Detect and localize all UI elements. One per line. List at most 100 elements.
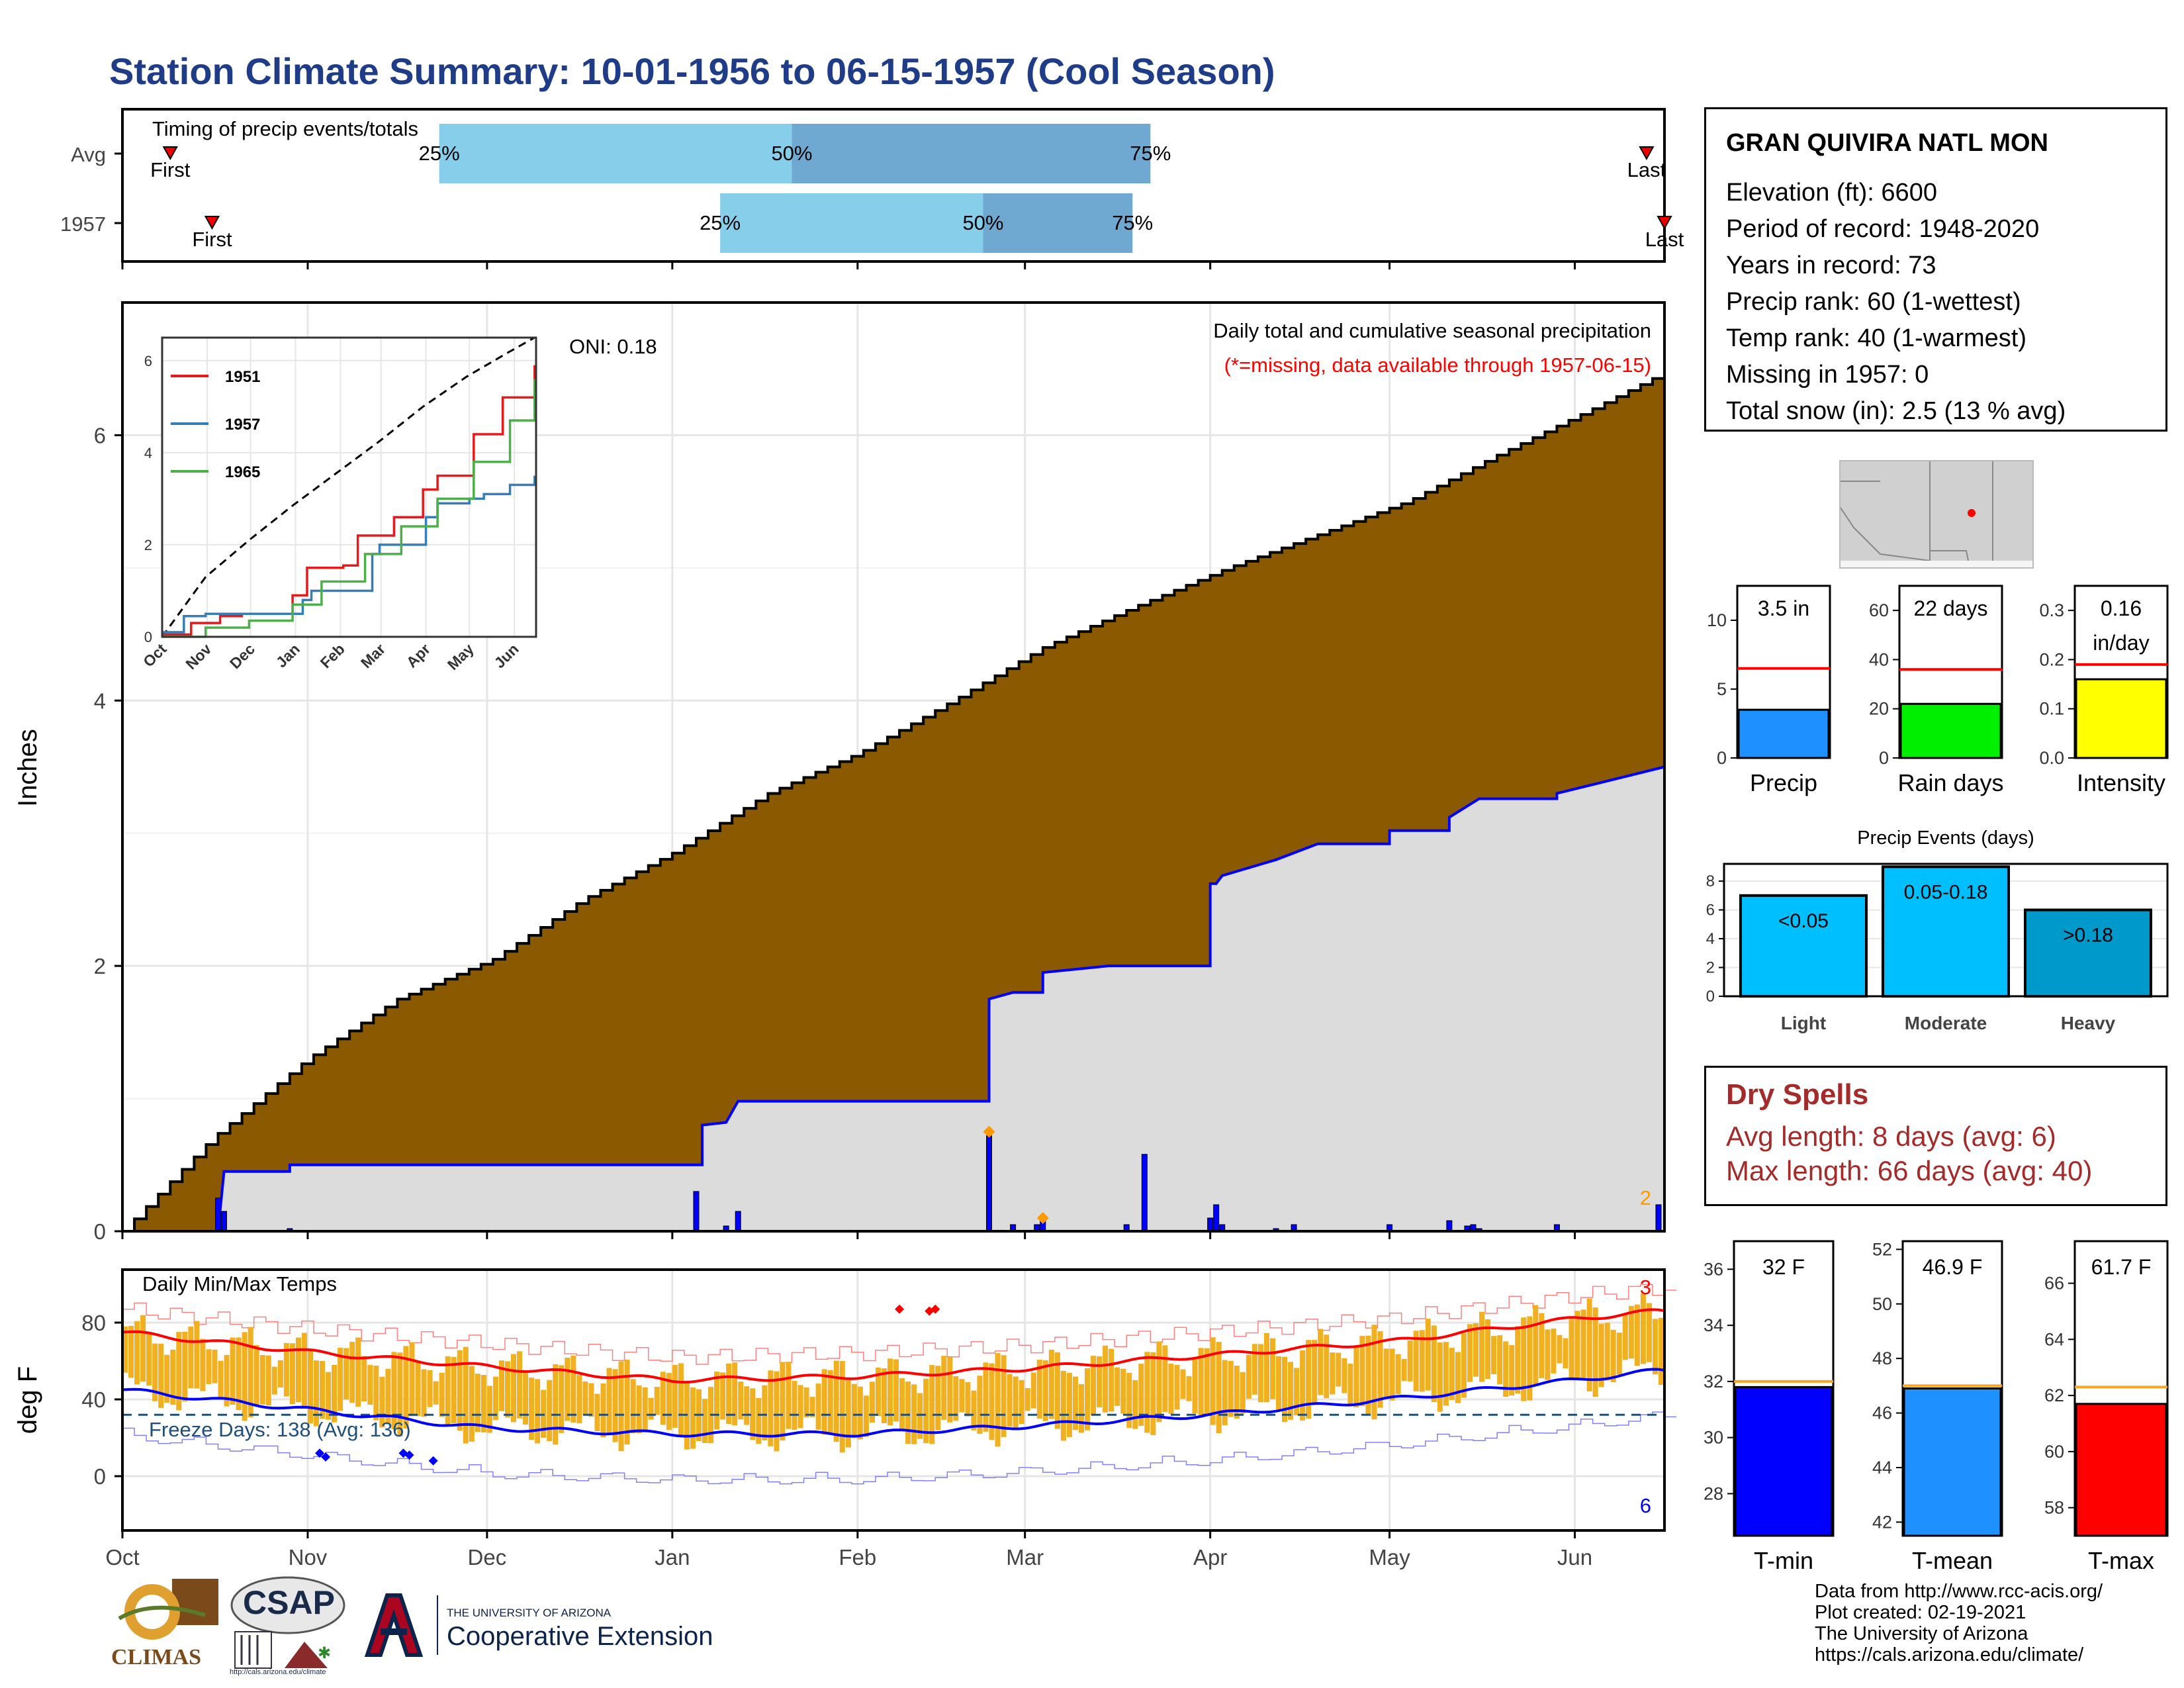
daily-temp-bar bbox=[839, 1360, 845, 1453]
daily-temp-bar bbox=[1640, 1293, 1646, 1364]
daily-temp-bar bbox=[343, 1348, 349, 1400]
daily-precip-bar bbox=[1213, 1204, 1220, 1232]
inset-series-line bbox=[162, 475, 536, 633]
daily-temp-bar bbox=[164, 1354, 170, 1403]
location-map bbox=[1839, 460, 2034, 569]
temp-bar-y-tick-label: 34 bbox=[1704, 1315, 1723, 1335]
daily-temp-bar bbox=[768, 1370, 774, 1446]
daily-temp-bar bbox=[361, 1356, 367, 1402]
daily-temp-bar bbox=[498, 1360, 504, 1411]
month-label: Jan bbox=[655, 1545, 690, 1570]
svg-text:✱: ✱ bbox=[318, 1644, 331, 1662]
daily-temp-bar bbox=[1545, 1329, 1551, 1380]
observed-cumulative-line bbox=[122, 765, 1665, 1233]
daily-temp-bar bbox=[1192, 1359, 1198, 1414]
daily-temp-bar bbox=[1269, 1338, 1275, 1399]
record-low-marker bbox=[404, 1450, 414, 1460]
month-label: May bbox=[1369, 1545, 1410, 1570]
daily-temp-bar bbox=[1509, 1345, 1515, 1396]
ua-logo: THE UNIVERSITY OF ARIZONA Cooperative Ex… bbox=[357, 1592, 754, 1665]
daily-temp-bar bbox=[887, 1358, 893, 1426]
daily-temp-bar bbox=[600, 1383, 606, 1438]
daily-temp-bar bbox=[523, 1370, 529, 1425]
temp-bar-y-tick-label: 62 bbox=[2044, 1385, 2064, 1405]
credit-line: Plot created: 02-19-2021 bbox=[1815, 1602, 2026, 1623]
daily-temp-bar bbox=[1569, 1319, 1574, 1380]
daily-temp-bar bbox=[875, 1367, 881, 1416]
daily-temp-bar bbox=[1407, 1340, 1413, 1382]
daily-temp-bar bbox=[1168, 1364, 1174, 1414]
daily-temp-bar bbox=[469, 1366, 475, 1442]
daily-temp-bar bbox=[1598, 1323, 1604, 1387]
daily-temp-bar bbox=[917, 1393, 923, 1439]
daily-temp-bar bbox=[1604, 1323, 1610, 1381]
temp-bar-y-tick-label: 48 bbox=[1872, 1348, 1892, 1368]
daily-temp-bar bbox=[786, 1362, 792, 1429]
daily-temp-bar bbox=[1563, 1338, 1569, 1369]
daily-temp-bar bbox=[236, 1337, 242, 1411]
daily-temp-bar bbox=[1198, 1348, 1204, 1416]
daily-temp-bar bbox=[349, 1342, 355, 1403]
daily-temp-bar bbox=[582, 1381, 588, 1415]
daily-temp-bar bbox=[433, 1381, 439, 1405]
daily-temp-bar bbox=[338, 1347, 343, 1411]
daily-temp-bar bbox=[995, 1353, 1001, 1447]
daily-temp-bar bbox=[726, 1363, 732, 1425]
timing-title: Timing of precip events/totals bbox=[152, 117, 418, 140]
daily-precip-bar bbox=[985, 1135, 992, 1232]
daily-temp-bar bbox=[1449, 1348, 1455, 1400]
ua-logo-big-text: Cooperative Extension bbox=[447, 1622, 713, 1651]
page-title: Station Climate Summary: 10-01-1956 to 0… bbox=[109, 50, 1275, 92]
daily-temp-bar bbox=[1312, 1340, 1318, 1403]
mini-bar-category-label: Intensity bbox=[2077, 769, 2165, 796]
temp-record-low-count: 6 bbox=[1640, 1494, 1651, 1517]
daily-temp-bar bbox=[1036, 1360, 1042, 1419]
daily-precip-bar bbox=[1141, 1154, 1148, 1232]
daily-temp-bar bbox=[929, 1365, 935, 1444]
daily-temp-bar bbox=[134, 1321, 140, 1385]
mini-bar-value-label: 3.5 in bbox=[1758, 596, 1809, 620]
observed-cumulative-area bbox=[122, 767, 1664, 1231]
daily-temp-bar bbox=[553, 1364, 559, 1445]
events-bar-label: <0.05 bbox=[1778, 910, 1829, 932]
mini-bar-y-tick-label: 0 bbox=[1879, 748, 1889, 768]
daily-temp-bar bbox=[1527, 1316, 1533, 1401]
record-low-line bbox=[122, 1411, 1677, 1485]
temp-bar-y-tick-label: 50 bbox=[1872, 1294, 1892, 1314]
temp-title: Daily Min/Max Temps bbox=[142, 1272, 337, 1295]
daily-temp-bar bbox=[332, 1364, 338, 1423]
station-info-row: Temp rank: 40 (1-warmest) bbox=[1726, 324, 2027, 352]
mini-bar-value bbox=[1737, 708, 1830, 759]
month-label: Oct bbox=[105, 1545, 139, 1570]
daily-temp-bar bbox=[122, 1326, 128, 1373]
temp-bar-y-tick-label: 30 bbox=[1704, 1428, 1723, 1448]
daily-temp-bar bbox=[421, 1369, 427, 1417]
daily-temp-bar bbox=[1628, 1305, 1634, 1359]
daily-temp-bar bbox=[618, 1361, 624, 1452]
precip-y-tick-label: 6 bbox=[94, 423, 106, 447]
daily-temp-bar bbox=[1437, 1342, 1443, 1412]
record-low-marker bbox=[315, 1448, 325, 1458]
daily-temp-bar bbox=[1431, 1325, 1437, 1403]
daily-temp-bar bbox=[630, 1379, 636, 1433]
daily-temp-bar bbox=[570, 1355, 576, 1423]
daily-temp-bar bbox=[439, 1372, 445, 1417]
daily-temp-bar bbox=[738, 1382, 744, 1420]
mini-bar-y-tick-label: 10 bbox=[1707, 610, 1727, 630]
timing-box-50-75 bbox=[983, 193, 1133, 253]
inset-series-line bbox=[162, 379, 536, 638]
daily-temp-bar bbox=[989, 1363, 995, 1440]
daily-temp-bar bbox=[899, 1378, 905, 1430]
daily-temp-bar bbox=[672, 1364, 678, 1428]
daily-temp-bar bbox=[690, 1387, 696, 1449]
daily-temp-bar bbox=[206, 1349, 212, 1384]
temp-bar-y-tick-label: 36 bbox=[1704, 1259, 1723, 1279]
daily-temp-bar bbox=[1467, 1324, 1473, 1382]
daily-temp-bar bbox=[547, 1380, 553, 1442]
daily-temp-bar bbox=[1084, 1368, 1091, 1430]
dry-spells-avg: Avg length: 8 days (avg: 6) bbox=[1726, 1121, 2056, 1152]
timing-box-25-50 bbox=[720, 193, 983, 253]
daily-temp-bar bbox=[666, 1373, 672, 1430]
daily-temp-bar bbox=[1162, 1345, 1168, 1413]
daily-temp-bar bbox=[200, 1338, 206, 1391]
